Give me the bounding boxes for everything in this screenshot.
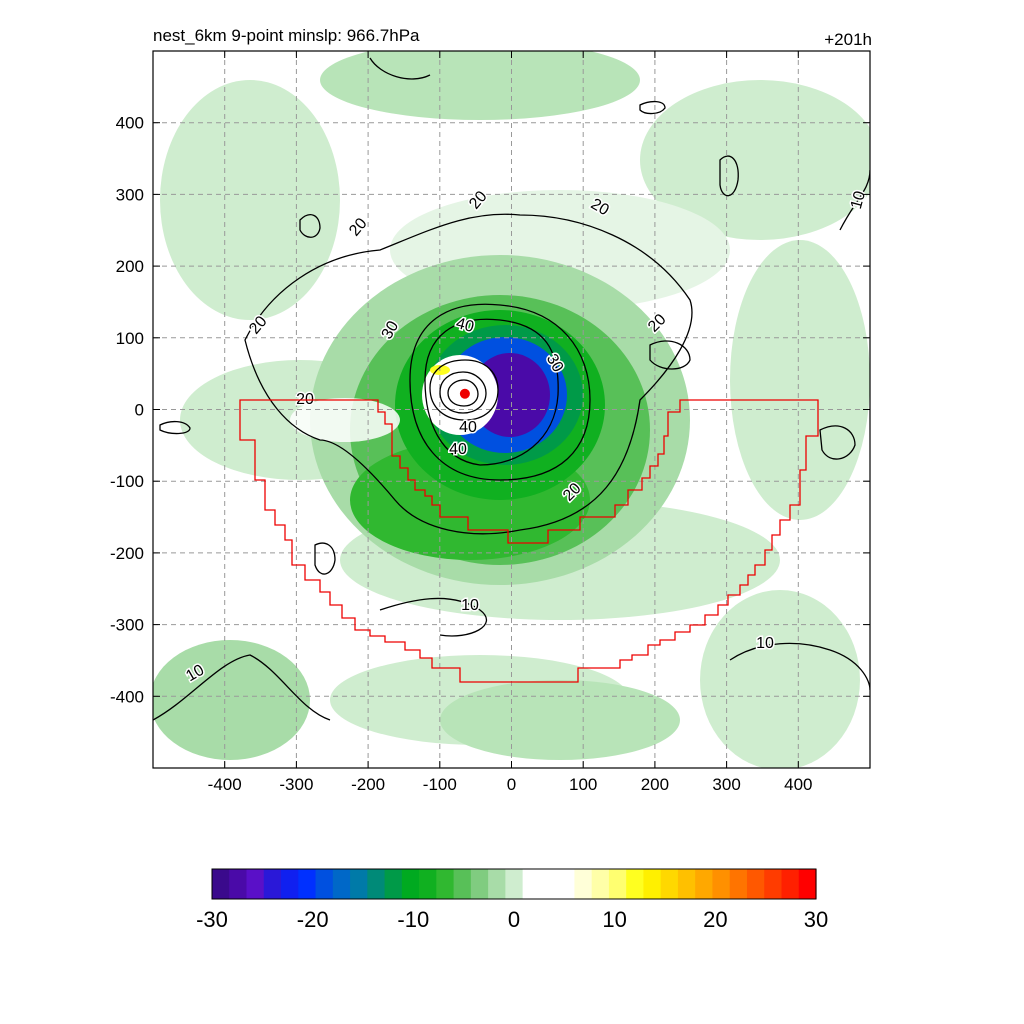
contour-lines [153,57,870,721]
colorbar-tick-label: -30 [196,907,228,932]
colorbar-cell [695,869,714,899]
colorbar-cell [746,869,765,899]
contour-label: 10 [756,635,774,652]
y-tick-label: 100 [116,329,144,348]
y-tick-label: -400 [110,687,144,706]
y-tick-label: -300 [110,616,144,635]
y-axis: -400 -300 -200 -100 0 100 200 300 400 [110,114,870,706]
x-tick-label: 200 [641,775,669,794]
region-boundary [239,399,819,683]
colorbar-cell [315,869,334,899]
contour-label: 40 [449,441,467,458]
colorbar-tick-label: 20 [703,907,727,932]
colorbar-cell [712,869,731,899]
colorbar-cell [505,869,524,899]
grid-lines [153,51,870,768]
y-tick-label: -100 [110,472,144,491]
y-tick-label: 400 [116,114,144,133]
contour-label: 10 [461,597,479,614]
contour-label: 40 [459,419,477,436]
colorbar-cell [229,869,248,899]
colorbar-cell [367,869,386,899]
colorbar-cell [574,869,593,899]
x-tick-label: -200 [351,775,385,794]
colorbar-cell [401,869,420,899]
colorbar-frame [211,868,817,900]
colorbar-cell [419,869,437,899]
colorbar-cell [660,869,679,899]
chart-title: nest_6km 9-point minslp: 966.7hPa [153,26,420,45]
colorbar-cell [298,869,317,899]
colorbar-cell [263,869,282,899]
colorbar-tick-label: 10 [602,907,626,932]
storm-center-marker [459,388,470,399]
colorbar-cell [212,869,230,899]
x-tick-label: -400 [208,775,242,794]
colorbar-cell [470,869,489,899]
colorbar-cell [522,869,541,899]
colorbar-tick-label: -20 [297,907,329,932]
y-tick-label: 200 [116,257,144,276]
x-axis: -400 -300 -200 -100 0 100 200 300 400 [208,51,812,794]
x-tick-label: 300 [712,775,740,794]
colorbar-cell [608,869,627,899]
colorbar-cell [643,869,662,899]
colorbar-tick-label: 30 [804,907,828,932]
colorbar-cell [677,869,696,899]
colorbar-cell [488,869,506,899]
colorbar-cell [453,869,472,899]
colorbar-cell [798,869,817,899]
time-label: +201h [824,30,872,49]
colorbar-cell [246,869,265,899]
colorbar-cell [539,869,558,899]
colorbar-cell [384,869,403,899]
colorbar-cell [729,869,748,899]
x-tick-label: 0 [507,775,516,794]
colorbar-cell [764,869,783,899]
y-tick-label: 0 [135,401,144,420]
y-tick-label: -200 [110,544,144,563]
colorbar-cell [332,869,351,899]
y-tick-label: 300 [116,185,144,204]
colorbar-cell [436,869,455,899]
colorbar-tick-label: -10 [397,907,429,932]
colorbar-cell [350,869,368,899]
colorbar [211,868,817,900]
colorbar-cell [557,869,575,899]
colorbar-cell [626,869,645,899]
x-tick-label: 100 [569,775,597,794]
x-tick-label: 400 [784,775,812,794]
colorbar-cell [591,869,610,899]
x-tick-label: -100 [423,775,457,794]
colorbar-tick-labels: -30 -20 -10 0 10 20 30 [196,907,828,932]
colorbar-cell [781,869,800,899]
x-tick-label: -300 [279,775,313,794]
colorbar-cell [281,869,299,899]
colorbar-tick-label: 0 [508,907,520,932]
